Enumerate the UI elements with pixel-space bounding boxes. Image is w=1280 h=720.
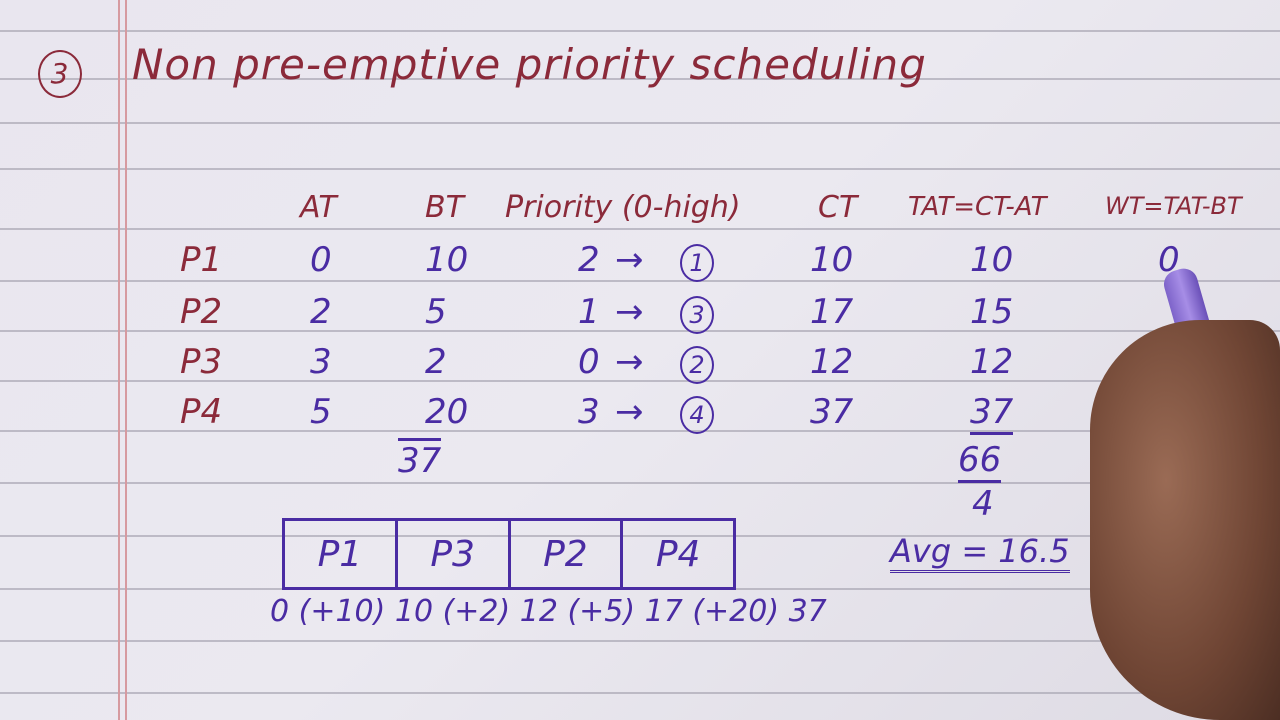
gantt-chart: P1 P3 P2 P4: [282, 518, 736, 590]
tat-divisor: 4: [972, 484, 994, 524]
ruled-line: [0, 78, 1280, 80]
arrow-icon: →: [615, 392, 644, 432]
title-number: 3: [38, 44, 82, 98]
arrival-time: 3: [310, 342, 332, 382]
completion-time: 12: [810, 342, 854, 382]
execution-order-wrapper: 3: [680, 296, 714, 334]
priority-value: 1: [578, 292, 600, 332]
turnaround-time: 15: [970, 292, 1014, 332]
arrival-time: 0: [310, 240, 332, 280]
completion-time: 10: [810, 240, 854, 280]
gantt-timeline: 0 (+10) 10 (+2) 12 (+5) 17 (+20) 37: [270, 594, 827, 629]
page-title: Non pre-emptive priority scheduling: [132, 40, 927, 89]
execution-order-wrapper: 2: [680, 346, 714, 384]
burst-time: 20: [425, 392, 469, 432]
turnaround-time: 37: [970, 392, 1014, 435]
ruled-line: [0, 380, 1280, 382]
execution-order: 4: [680, 396, 714, 434]
gantt-block: P1: [285, 521, 398, 587]
arrow-icon: →: [615, 292, 644, 332]
ruled-line: [0, 482, 1280, 484]
ruled-line: [0, 330, 1280, 332]
bt-total: 37: [398, 438, 442, 481]
arrival-time: 5: [310, 392, 332, 432]
ruled-line: [0, 280, 1280, 282]
priority-value: 2: [578, 240, 600, 280]
ruled-line: [0, 168, 1280, 170]
gantt-block: P2: [511, 521, 624, 587]
header-bt: BT: [425, 190, 464, 225]
burst-time: 2: [425, 342, 447, 382]
margin-line: [125, 0, 127, 720]
execution-order: 2: [680, 346, 714, 384]
execution-order-wrapper: 4: [680, 396, 714, 434]
arrival-time: 2: [310, 292, 332, 332]
ruled-line: [0, 692, 1280, 694]
process-label: P3: [180, 342, 223, 382]
ruled-line: [0, 430, 1280, 432]
execution-order-wrapper: 1: [680, 244, 714, 282]
arrow-icon: →: [615, 342, 644, 382]
process-label: P4: [180, 392, 223, 432]
completion-time: 17: [810, 292, 854, 332]
average-tat: Avg = 16.5: [890, 532, 1070, 573]
burst-time: 10: [425, 240, 469, 280]
burst-time: 5: [425, 292, 447, 332]
header-at: AT: [300, 190, 337, 225]
ruled-line: [0, 535, 1280, 537]
arrow-icon: →: [615, 240, 644, 280]
ruled-line: [0, 228, 1280, 230]
ruled-line: [0, 640, 1280, 642]
gantt-block: P4: [655, 533, 701, 575]
execution-order: 3: [680, 296, 714, 334]
priority-value: 3: [578, 392, 600, 432]
gantt-block: P3: [398, 521, 511, 587]
tat-sum: 66: [958, 440, 1002, 483]
priority-value: 0: [578, 342, 600, 382]
header-priority: Priority (0-high): [505, 190, 741, 225]
turnaround-time: 10: [970, 240, 1014, 280]
hand: [1090, 320, 1280, 720]
execution-order: 1: [680, 244, 714, 282]
process-label: P2: [180, 292, 223, 332]
ruled-line: [0, 30, 1280, 32]
process-label: P1: [180, 240, 223, 280]
header-tat: TAT=CT-AT: [908, 192, 1047, 222]
completion-time: 37: [810, 392, 854, 432]
ruled-line: [0, 122, 1280, 124]
turnaround-time: 12: [970, 342, 1014, 382]
header-wt: WT=TAT-BT: [1105, 192, 1242, 220]
margin-line: [118, 0, 120, 720]
header-ct: CT: [818, 190, 858, 225]
